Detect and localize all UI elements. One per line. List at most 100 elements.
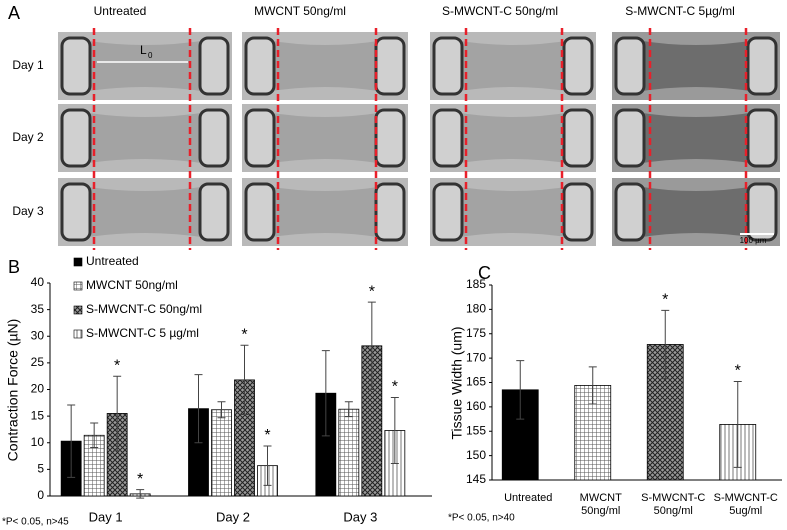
pillar (614, 36, 646, 96)
pillar (374, 108, 406, 168)
pillar (432, 182, 464, 242)
panel-label: A (8, 3, 20, 23)
tissue (636, 40, 756, 92)
significance-marker: * (735, 363, 741, 380)
significance-marker: * (369, 283, 375, 300)
significance-marker: * (264, 427, 270, 444)
tissue (636, 186, 756, 238)
tissue (454, 186, 572, 238)
significance-marker: * (137, 471, 143, 488)
y-tick-label: 35 (31, 302, 45, 316)
legend-swatch (73, 305, 83, 315)
y-axis-label: Contraction Force (µN) (5, 319, 21, 462)
pillar (60, 36, 92, 96)
legend-label: MWCNT 50ng/ml (86, 278, 178, 292)
legend-swatch (73, 329, 83, 339)
y-tick-label: 185 (466, 277, 486, 291)
row-label: Day 1 (12, 58, 44, 72)
error-bar (344, 401, 353, 418)
tissue (454, 40, 572, 92)
y-tick-label: 160 (466, 399, 486, 413)
row-label: Day 2 (12, 130, 44, 144)
error-bar (113, 375, 122, 452)
legend-label: S-MWCNT-C 5 µg/ml (86, 326, 199, 340)
tissue (636, 112, 756, 164)
y-tick-label: 170 (466, 350, 486, 364)
pillar (746, 108, 778, 168)
y-tick-label: 155 (466, 423, 486, 437)
pillar (614, 108, 646, 168)
error-bar (263, 445, 272, 486)
pillar (244, 182, 276, 242)
error-bar (367, 301, 376, 390)
pillar (562, 108, 594, 168)
y-tick-label: 10 (31, 435, 45, 449)
y-axis-label: Tissue Width (um) (449, 326, 465, 439)
x-tick-label: Untreated (504, 492, 553, 504)
y-tick-label: 15 (31, 408, 45, 422)
pillar (198, 108, 230, 168)
footnote: *P< 0.05, n>40 (448, 513, 515, 524)
error-bar (217, 401, 226, 419)
pillar (614, 182, 646, 242)
column-header: S-MWCNT-C 50ng/ml (442, 4, 558, 18)
column-header: Untreated (94, 4, 147, 18)
error-bar (136, 489, 145, 499)
significance-marker: * (241, 327, 247, 344)
error-bar (733, 381, 742, 468)
tissue (82, 112, 208, 164)
pillar (562, 182, 594, 242)
x-tick-label: S-MWCNT-C 5ug/ml (713, 492, 778, 517)
tissue (82, 40, 208, 92)
pillar (562, 36, 594, 96)
legend-label: Untreated (86, 254, 139, 268)
significance-marker: * (392, 379, 398, 396)
error-bar (67, 404, 76, 478)
legend-label: S-MWCNT-C 50ng/ml (86, 302, 202, 316)
error-bar (90, 422, 99, 449)
pillar (60, 108, 92, 168)
legend-swatch (73, 281, 83, 291)
error-bar (321, 350, 330, 437)
error-bar (240, 344, 249, 416)
pillar (60, 182, 92, 242)
column-header: S-MWCNT-C 5µg/ml (625, 4, 735, 18)
scale-bar-label: 100 µm (740, 236, 767, 245)
legend-swatch (73, 257, 83, 267)
tissue (454, 112, 572, 164)
pillar (244, 108, 276, 168)
panel-label: C (478, 263, 491, 283)
tissue (82, 186, 208, 238)
y-tick-label: 165 (466, 375, 486, 389)
pillar (432, 36, 464, 96)
length-subscript: 0 (148, 51, 153, 60)
pillar (374, 36, 406, 96)
y-tick-label: 145 (466, 472, 486, 486)
panel-label: B (8, 257, 20, 277)
error-bar (661, 309, 670, 380)
significance-marker: * (662, 292, 668, 309)
error-bar (588, 366, 597, 405)
row-label: Day 3 (12, 204, 44, 218)
x-tick-label: Day 3 (343, 509, 377, 524)
y-tick-label: 5 (37, 462, 44, 476)
bar (211, 409, 232, 497)
y-tick-label: 175 (466, 326, 486, 340)
x-tick-label: Day 1 (89, 509, 123, 524)
tissue (266, 40, 384, 92)
y-tick-label: 20 (31, 382, 45, 396)
pillar (746, 182, 778, 242)
pillar (746, 36, 778, 96)
pillar (374, 182, 406, 242)
y-tick-label: 30 (31, 328, 45, 342)
y-tick-label: 0 (37, 488, 44, 502)
error-bar (516, 360, 525, 420)
x-tick-label: S-MWCNT-C 50ng/ml (641, 492, 706, 517)
x-tick-label: MWCNT 50ng/ml (579, 492, 622, 517)
y-tick-label: 180 (466, 302, 486, 316)
x-tick-label: Day 2 (216, 509, 250, 524)
y-tick-label: 40 (31, 275, 45, 289)
y-tick-label: 150 (466, 448, 486, 462)
